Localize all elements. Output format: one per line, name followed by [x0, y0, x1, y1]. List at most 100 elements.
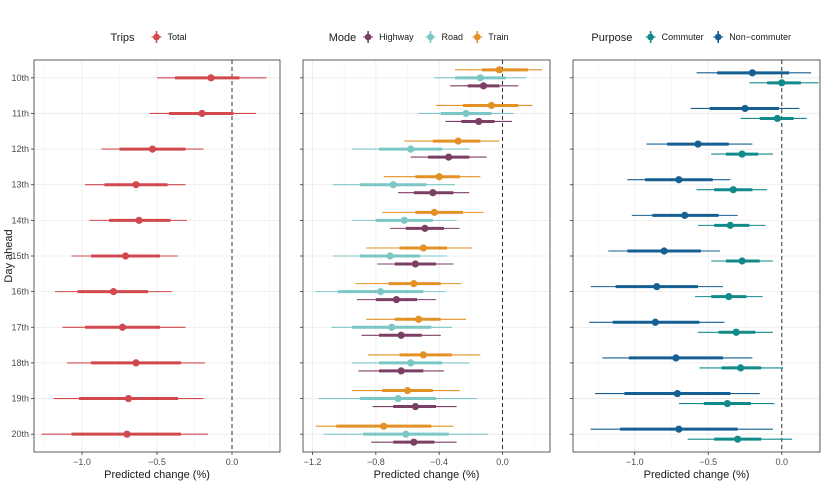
estimate-point	[410, 280, 418, 288]
legend-key-point	[427, 33, 434, 41]
estimate-point	[388, 323, 396, 331]
estimate-point	[723, 399, 731, 408]
estimate-point	[411, 260, 420, 268]
estimate-point	[660, 247, 668, 255]
estimate-point	[135, 216, 143, 224]
estimate-point	[673, 389, 681, 398]
estimate-point	[132, 181, 140, 189]
series-total	[41, 74, 267, 438]
estimate-point	[403, 386, 412, 395]
panel-mode: −1.2 −0.8 −0.4 0.0 Predicted change (%) Mode H…	[300, 31, 551, 481]
estimate-point	[121, 252, 130, 260]
estimate-point	[394, 394, 402, 403]
series-commuter	[678, 79, 819, 443]
estimate-point	[198, 109, 206, 118]
x-tick-label: −1.0	[73, 457, 91, 467]
estimate-point	[148, 145, 157, 153]
legend-title: Mode	[329, 32, 357, 44]
x-tick-label: 0.0	[496, 457, 509, 467]
estimate-point	[653, 283, 661, 291]
estimate-point	[400, 216, 408, 224]
legend-label: Train	[488, 32, 508, 42]
y-tick-label: 18th	[11, 358, 29, 368]
estimate-point	[411, 402, 420, 411]
estimate-point	[726, 221, 734, 229]
estimate-point	[725, 293, 733, 301]
estimate-point	[778, 79, 786, 87]
estimate-point	[123, 430, 131, 438]
x-tick-label: −1.2	[304, 457, 322, 467]
estimate-point	[651, 318, 659, 326]
estimate-point	[407, 359, 415, 367]
estimate-point	[738, 257, 746, 265]
x-tick-label: −0.4	[430, 457, 448, 467]
x-tick-label: −0.5	[699, 457, 717, 467]
estimate-point	[109, 288, 118, 296]
estimate-point	[380, 422, 388, 430]
legend-purpose: Purpose Commuter Non−commuter	[591, 31, 791, 44]
series-non-commuter	[589, 69, 812, 433]
y-tick-label: 17th	[11, 322, 29, 332]
estimate-point	[419, 244, 427, 252]
estimate-point	[732, 328, 740, 336]
legend-key-point	[714, 33, 722, 41]
estimate-point	[376, 288, 385, 296]
legend-title: Trips	[111, 32, 136, 44]
legend-label: Non−commuter	[729, 32, 791, 42]
legend-mode: Mode Highway Road Train	[329, 31, 508, 44]
legend-label: Total	[168, 32, 187, 42]
series-road	[315, 74, 527, 438]
legend-label: Highway	[379, 32, 414, 42]
estimate-point	[392, 296, 401, 304]
legend-key-point	[474, 33, 481, 41]
x-tick-label: −1.0	[626, 457, 644, 467]
estimate-point	[462, 109, 470, 118]
y-tick-label: 20th	[11, 429, 29, 439]
panel-purpose: −1.0 −0.5 0.0 Predicted change (%) Purpose Co…	[570, 31, 821, 481]
estimate-point	[694, 140, 702, 148]
estimate-point	[476, 74, 484, 82]
y-tick-label: 14th	[11, 215, 29, 225]
estimate-point	[397, 367, 405, 375]
estimate-point	[681, 211, 689, 219]
estimate-point	[429, 189, 437, 197]
estimate-point	[430, 208, 439, 216]
x-axis-title: Predicted change (%)	[374, 469, 480, 481]
estimate-point	[118, 323, 127, 331]
x-axis-title: Predicted change (%)	[104, 469, 210, 481]
legend-label: Road	[442, 32, 464, 42]
estimate-point	[445, 153, 453, 161]
legend-label: Commuter	[662, 32, 704, 42]
x-tick-label: 0.0	[776, 457, 789, 467]
estimate-point	[435, 173, 443, 181]
estimate-point	[386, 252, 394, 260]
estimate-point	[389, 181, 397, 189]
estimate-point	[773, 114, 781, 123]
estimate-point	[738, 150, 746, 158]
x-tick-label: −0.5	[148, 457, 166, 467]
y-tick-label: 12th	[11, 144, 29, 154]
y-tick-label: 15th	[11, 251, 29, 261]
estimate-point	[675, 425, 683, 433]
estimate-point	[421, 224, 429, 232]
estimate-point	[737, 364, 745, 372]
estimate-point	[479, 82, 488, 90]
x-tick-label: −0.8	[367, 457, 385, 467]
y-axis-title: Day ahead	[3, 229, 15, 282]
y-tick-label: 16th	[11, 287, 29, 297]
estimate-point	[132, 359, 140, 367]
y-tick-label: 11th	[12, 108, 29, 118]
estimate-point	[419, 351, 427, 359]
estimate-point	[741, 104, 749, 113]
y-tick-label: 19th	[11, 394, 29, 404]
estimate-point	[397, 331, 405, 339]
estimate-point	[734, 435, 742, 443]
estimate-point	[495, 66, 503, 74]
y-tick-label: 13th	[11, 180, 29, 190]
estimate-point	[672, 354, 680, 362]
legend-key-point	[364, 33, 372, 41]
estimate-point	[410, 438, 418, 446]
estimate-point	[402, 430, 410, 438]
estimate-point	[675, 176, 683, 184]
